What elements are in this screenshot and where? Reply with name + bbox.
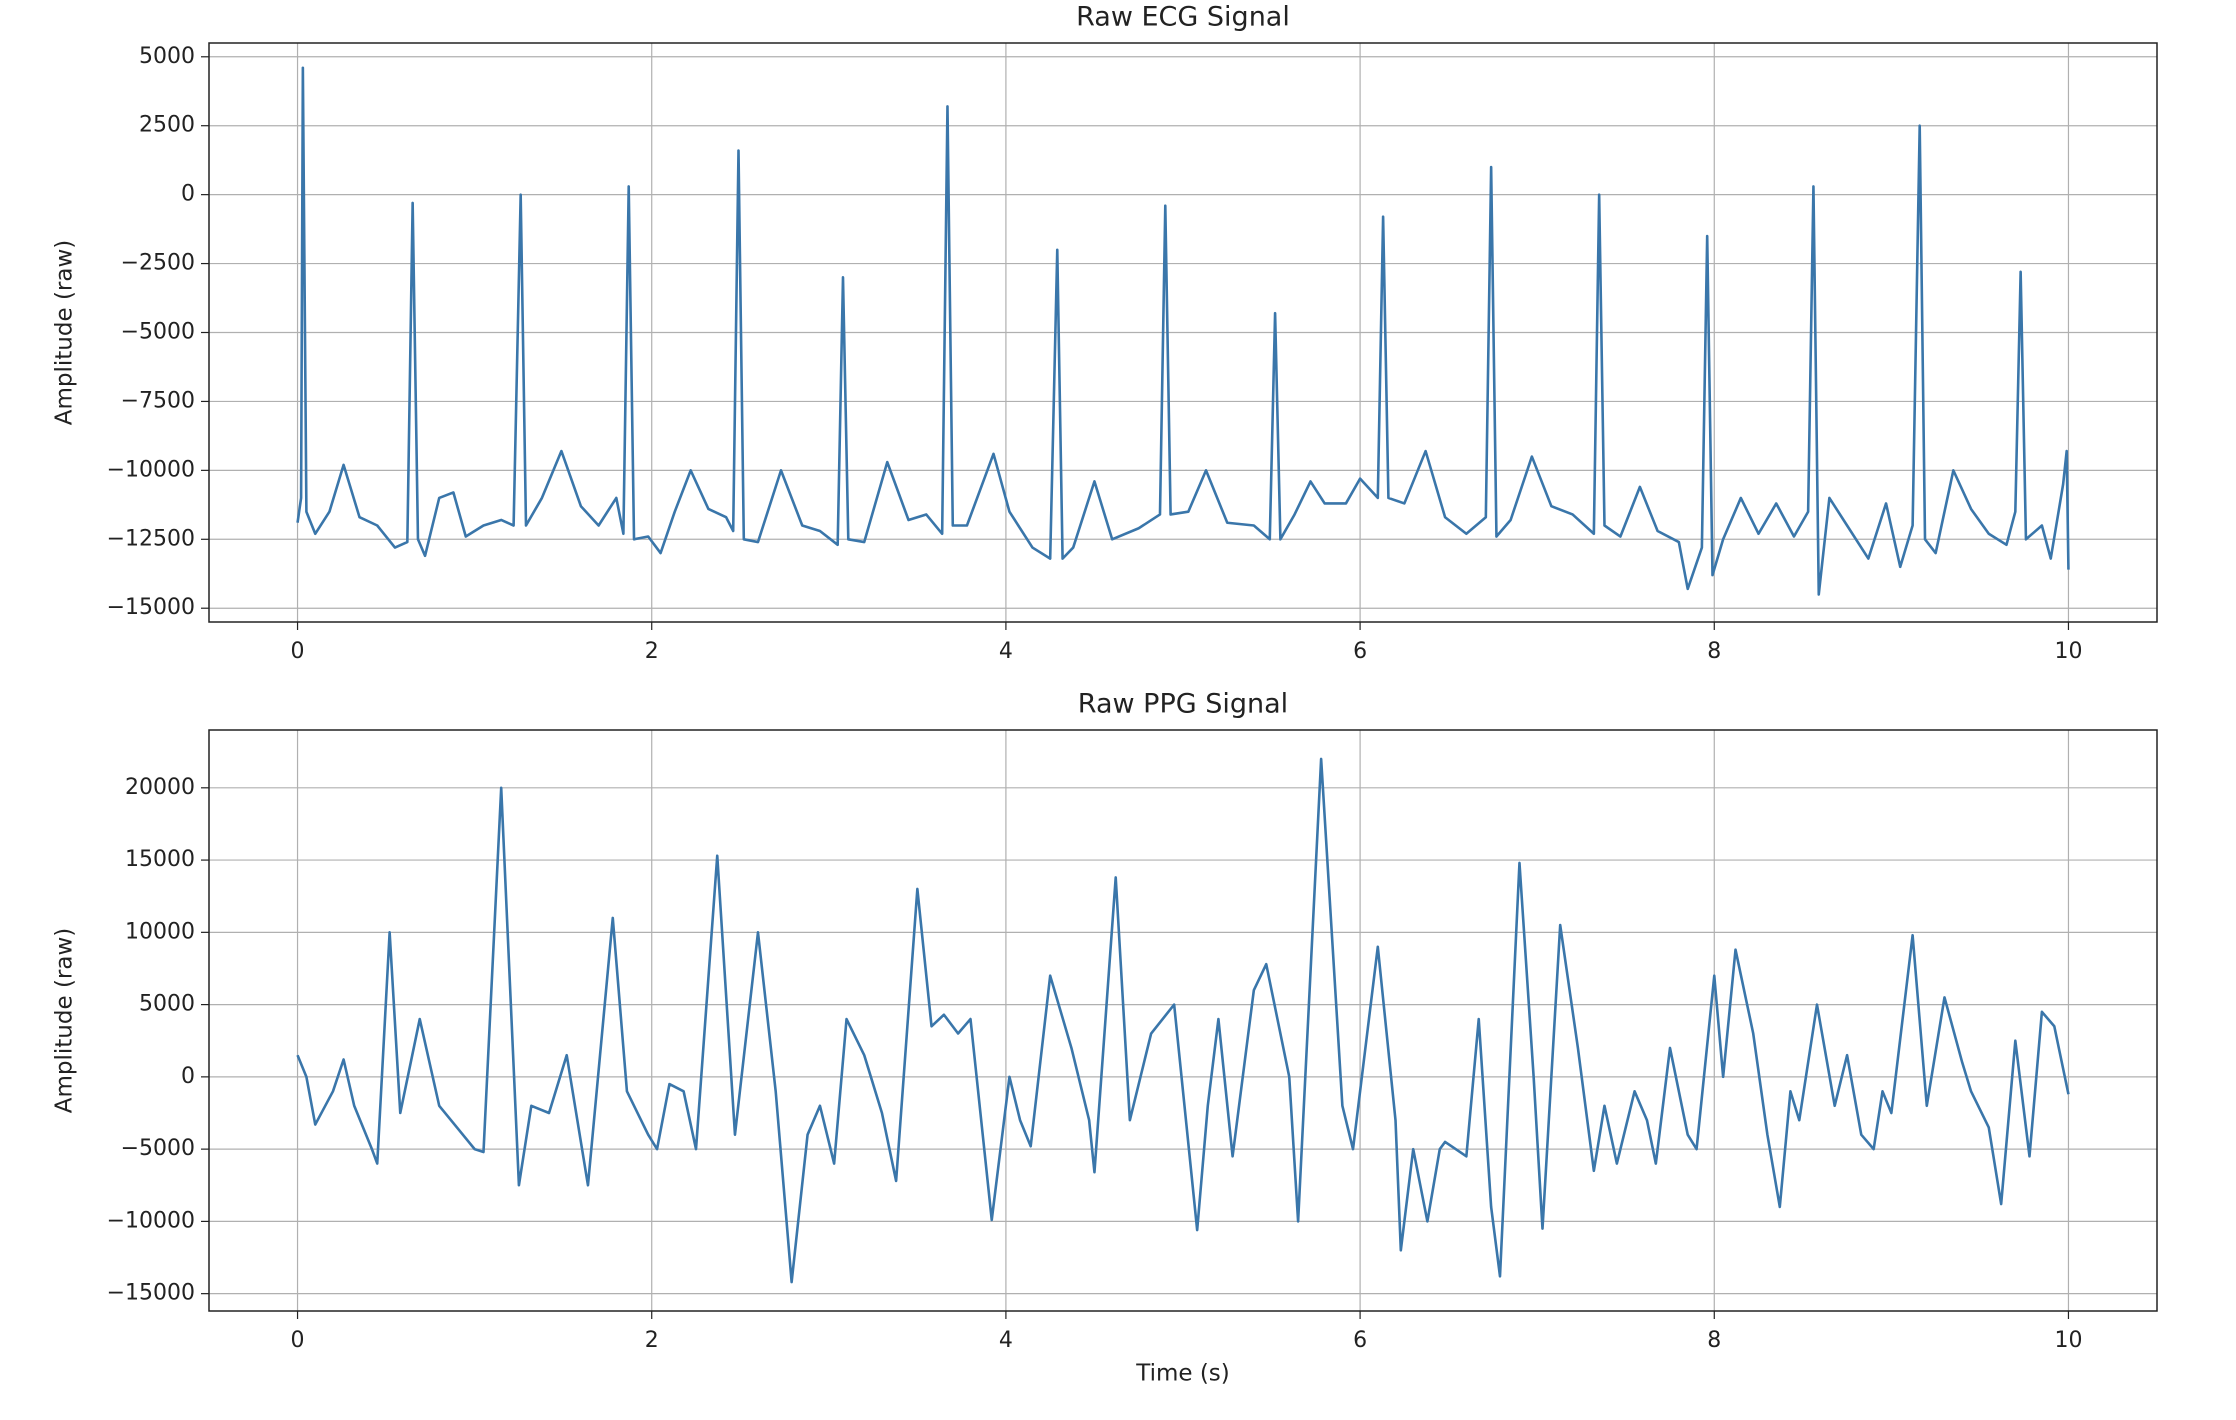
chart-title: Raw PPG Signal [1078,689,1288,720]
x-tick-label: 2 [645,1328,659,1353]
y-tick-label: 0 [181,182,195,207]
y-tick-label: −10000 [107,1208,195,1233]
y-tick-label: −12500 [107,526,195,551]
y-tick-label: 5000 [139,992,195,1017]
x-tick-label: 6 [1353,639,1367,664]
y-axis-label: Amplitude (raw) [52,240,78,425]
y-tick-label: −5000 [121,1136,195,1161]
y-tick-label: 0 [181,1064,195,1089]
y-axis-label: Amplitude (raw) [52,928,78,1113]
signal-line [296,757,2070,1284]
x-tick-label: 0 [291,639,305,664]
signal-line [296,66,2070,596]
y-tick-label: −10000 [107,457,195,482]
y-tick-label: 5000 [139,44,195,69]
x-tick-label: 10 [2054,639,2082,664]
y-tick-label: 2500 [139,113,195,138]
x-tick-label: 2 [645,639,659,664]
axes-frame [208,729,2158,1312]
y-tick-label: 15000 [125,847,195,872]
y-tick-label: −7500 [121,388,195,413]
x-axis-label: Time (s) [1135,1361,1230,1387]
x-tick-label: 8 [1707,639,1721,664]
axes-frame [208,42,2158,623]
chart-title: Raw ECG Signal [1076,2,1290,33]
y-tick-label: −15000 [107,595,195,620]
x-tick-label: 8 [1707,1328,1721,1353]
x-tick-label: 4 [999,1328,1013,1353]
x-tick-label: 6 [1353,1328,1367,1353]
x-tick-label: 0 [291,1328,305,1353]
y-tick-label: 20000 [125,775,195,800]
y-tick-label: −5000 [121,320,195,345]
y-tick-label: −2500 [121,251,195,276]
y-tick-label: 10000 [125,919,195,944]
y-tick-label: −15000 [107,1281,195,1306]
x-tick-label: 4 [999,639,1013,664]
x-tick-label: 10 [2054,1328,2082,1353]
